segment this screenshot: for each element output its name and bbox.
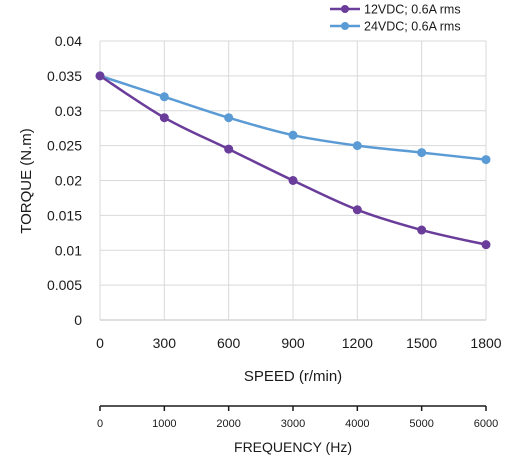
x-tick-label: 900: [281, 335, 305, 351]
legend-entry: 12VDC; 0.6A rms: [364, 3, 461, 17]
data-point: [224, 144, 234, 154]
x-tick-label: 0: [96, 335, 104, 351]
x-tick-label: 300: [153, 335, 177, 351]
data-point: [417, 148, 427, 158]
frequency-axis-label: FREQUENCY (Hz): [234, 439, 352, 455]
data-point: [288, 130, 298, 140]
series-lines: [95, 71, 491, 250]
frequency-axis: 0 1000 2000 3000 4000 5000 6000: [97, 405, 498, 430]
legend: 12VDC; 0.6A rms 24VDC; 0.6A rms: [330, 3, 461, 34]
y-tick-label: 0.005: [47, 277, 82, 293]
x-tick-label: 1500: [406, 335, 437, 351]
frequency-tick-label: 5000: [409, 418, 433, 430]
data-point: [481, 155, 491, 165]
data-point: [95, 71, 105, 81]
y-tick-label: 0: [74, 312, 82, 328]
data-point: [224, 113, 234, 123]
x-tick-labels: 0 300 600 900 1200 1500 1800: [96, 335, 502, 351]
x-tick-label: 1200: [342, 335, 373, 351]
frequency-tick-label: 6000: [474, 418, 498, 430]
frequency-tick-label: 1000: [152, 418, 176, 430]
x-tick-label: 600: [217, 335, 241, 351]
data-point: [288, 176, 298, 185]
data-point: [417, 225, 427, 235]
legend-swatch-marker: [341, 5, 349, 13]
data-point: [159, 113, 169, 123]
data-point: [159, 92, 169, 102]
frequency-tick-label: 0: [97, 418, 103, 430]
y-axis-label: TORQUE (N.m): [18, 128, 35, 234]
x-tick-label: 1800: [470, 335, 501, 351]
frequency-tick-label: 4000: [345, 418, 369, 430]
y-tick-label: 0.025: [47, 138, 82, 154]
frequency-tick-label: 2000: [216, 418, 240, 430]
y-tick-label: 0.01: [55, 242, 82, 258]
y-tick-label: 0.015: [47, 207, 82, 223]
legend-entry: 24VDC; 0.6A rms: [364, 20, 461, 34]
y-tick-labels: 0 0.005 0.01 0.015 0.02 0.025 0.03 0.035 0.04: [47, 33, 82, 328]
data-point: [352, 141, 362, 151]
frequency-tick-label: 3000: [281, 418, 305, 430]
y-tick-label: 0.02: [55, 173, 82, 189]
data-point: [352, 205, 362, 215]
data-point: [481, 240, 491, 250]
legend-swatch-marker: [341, 22, 349, 30]
y-tick-label: 0.03: [55, 103, 82, 119]
x-axis-label: SPEED (r/min): [244, 368, 342, 385]
y-tick-label: 0.035: [47, 68, 82, 84]
y-tick-label: 0.04: [55, 33, 82, 49]
